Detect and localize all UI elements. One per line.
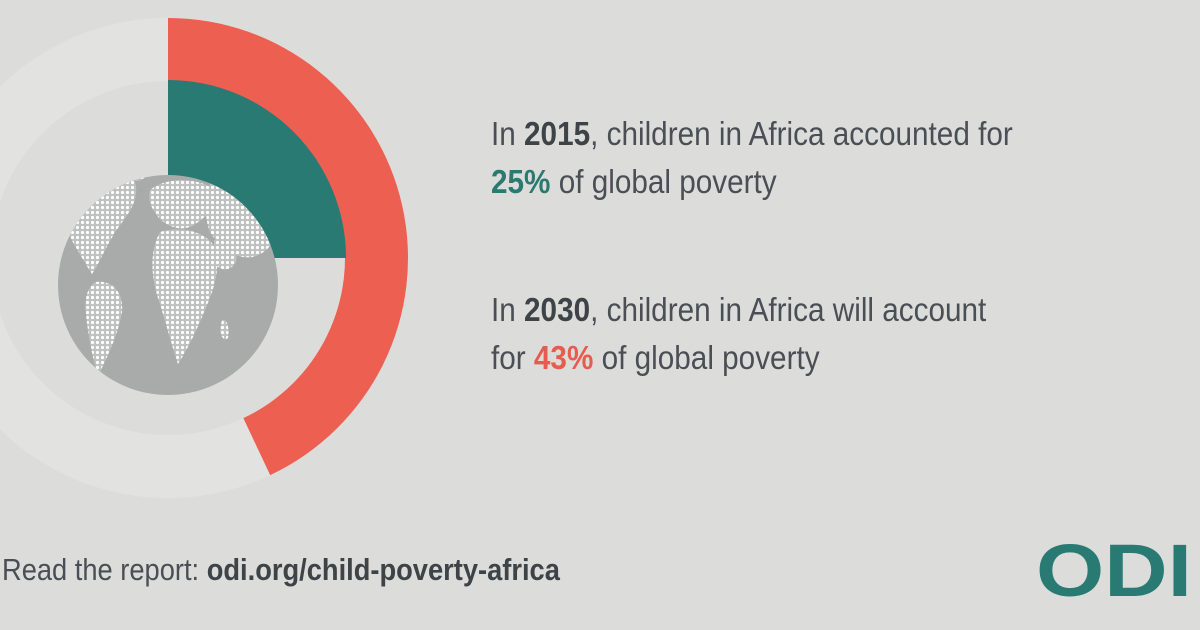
odi-logo-text: ODI: [1036, 534, 1192, 604]
stat-2030: In 2030, children in Africa will account…: [491, 286, 1067, 382]
stat-2015-suffix: of global poverty: [550, 163, 777, 200]
footer-label: Read the report:: [2, 552, 207, 587]
odi-logo-mark: ODI: [1036, 534, 1192, 604]
stat-2030-suffix: of global poverty: [593, 339, 820, 376]
stat-2015-percent: 25%: [491, 163, 551, 200]
stat-2015-text: , children in Africa accounted for: [590, 115, 1013, 152]
report-link[interactable]: odi.org/child-poverty-africa: [206, 552, 560, 587]
odi-logo: ODI: [1036, 534, 1192, 604]
stat-2030-year: 2030: [524, 291, 591, 328]
stat-2030-prefix: In: [491, 291, 525, 328]
bar-2030: [168, 18, 409, 476]
stat-2015: In 2015, children in Africa accounted fo…: [491, 110, 1067, 206]
stat-2015-year: 2015: [524, 115, 591, 152]
stat-2015-prefix: In: [491, 115, 525, 152]
stat-2030-percent: 43%: [533, 339, 594, 376]
globe-continents: [58, 175, 278, 376]
stat-2030-line2-prefix: for: [491, 339, 534, 376]
footer-text: Read the report: odi.org/child-poverty-a…: [2, 552, 560, 588]
stat-2030-text: , children in Africa will account: [590, 291, 987, 328]
